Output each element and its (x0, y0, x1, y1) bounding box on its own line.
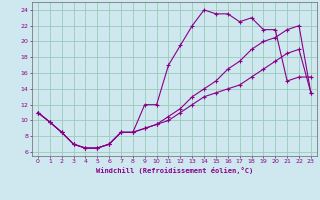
X-axis label: Windchill (Refroidissement éolien,°C): Windchill (Refroidissement éolien,°C) (96, 167, 253, 174)
